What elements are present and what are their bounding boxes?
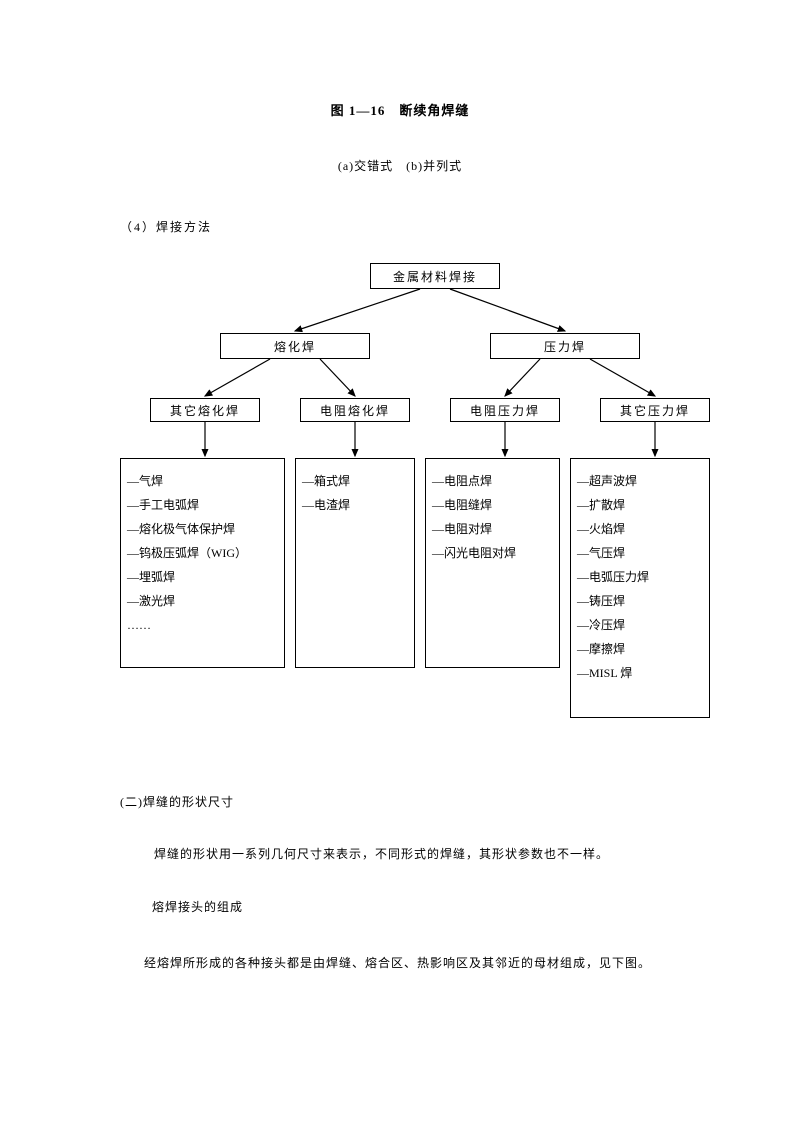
node-r2: 其它压力焊 [600,398,710,422]
list-item: …… [127,613,278,637]
node-left: 熔化焊 [220,333,370,359]
list-item: —电阻缝焊 [432,493,553,517]
list-item: —摩擦焊 [577,637,703,661]
node-root: 金属材料焊接 [370,263,500,289]
list-item: —气压焊 [577,541,703,565]
list-item: —火焰焊 [577,517,703,541]
figure-title: 图 1—16 断续角焊缝 [110,100,690,119]
list-item: —箱式焊 [302,469,408,493]
leaf-r2: —超声波焊—扩散焊—火焰焊—气压焊—电弧压力焊—铸压焊—冷压焊—摩擦焊—MISL… [570,458,710,718]
section-4-heading: （4）焊接方法 [120,218,690,235]
list-item: —冷压焊 [577,613,703,637]
paragraph-3: 经熔焊所形成的各种接头都是由焊缝、熔合区、热影响区及其邻近的母材组成，见下图。 [120,945,690,981]
list-item: —MISL 焊 [577,661,703,685]
list-item: —扩散焊 [577,493,703,517]
list-item: —铸压焊 [577,589,703,613]
list-item: —闪光电阻对焊 [432,541,553,565]
list-item: —埋弧焊 [127,565,278,589]
leaf-l1: —气焊—手工电弧焊—熔化极气体保护焊—钨极压弧焊（WIG）—埋弧焊—激光焊…… [120,458,285,668]
list-item: —电阻对焊 [432,517,553,541]
figure-subtitle: (a)交错式 (b)并列式 [110,157,690,174]
list-item: —钨极压弧焊（WIG） [127,541,278,565]
list-item: —电阻点焊 [432,469,553,493]
leaf-r1: —电阻点焊—电阻缝焊—电阻对焊—闪光电阻对焊 [425,458,560,668]
paragraph-1: 焊缝的形状用一系列几何尺寸来表示，不同形式的焊缝，其形状参数也不一样。 [154,842,690,866]
list-item: —电渣焊 [302,493,408,517]
list-item: —熔化极气体保护焊 [127,517,278,541]
node-right: 压力焊 [490,333,640,359]
list-item: —手工电弧焊 [127,493,278,517]
list-item: —电弧压力焊 [577,565,703,589]
paragraph-2: 熔焊接头的组成 [152,898,690,915]
list-item: —气焊 [127,469,278,493]
list-item: —超声波焊 [577,469,703,493]
node-l2: 电阻熔化焊 [300,398,410,422]
section-2-heading: (二)焊缝的形状尺寸 [120,793,690,810]
list-item: —激光焊 [127,589,278,613]
node-r1: 电阻压力焊 [450,398,560,422]
welding-method-tree: 金属材料焊接 熔化焊 压力焊 其它熔化焊 电阻熔化焊 电阻压力焊 其它压力焊 —… [90,263,730,753]
leaf-l2: —箱式焊—电渣焊 [295,458,415,668]
node-l1: 其它熔化焊 [150,398,260,422]
